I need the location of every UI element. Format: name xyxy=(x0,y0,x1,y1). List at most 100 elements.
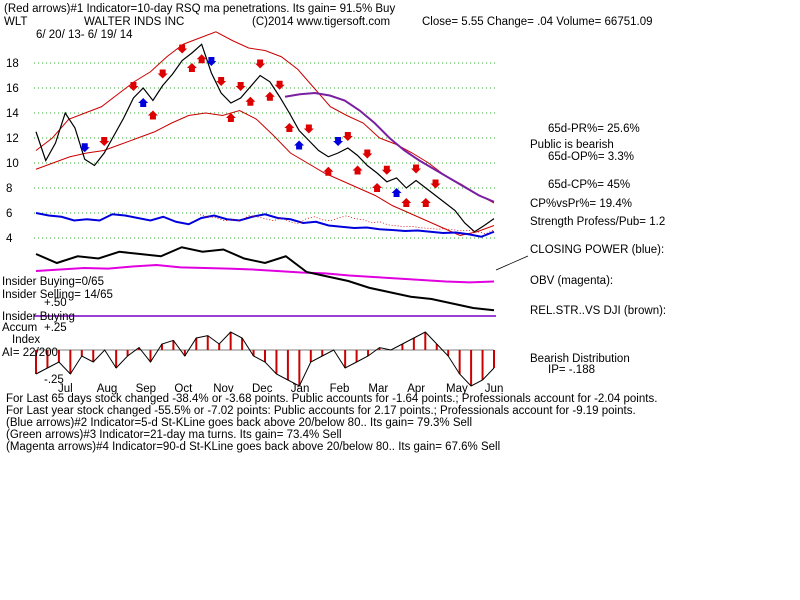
month-label: Aug xyxy=(97,383,117,395)
upper-band-line xyxy=(35,31,495,204)
red-buy-arrow xyxy=(225,113,236,122)
month-label: Apr xyxy=(407,383,425,395)
red-buy-arrow xyxy=(196,54,207,64)
footer-65day: For Last 65 days stock changed -38.4% or… xyxy=(6,393,657,405)
closing-power-pointer xyxy=(495,255,529,271)
index-label: Index xyxy=(12,334,40,346)
month-label: Jun xyxy=(485,383,504,395)
long-ma-line xyxy=(284,91,495,203)
red-buy-arrow xyxy=(284,123,295,132)
blue-buy-arrow xyxy=(294,140,305,150)
red-sell-arrow xyxy=(216,77,227,86)
blue-sell-arrow xyxy=(206,57,217,66)
red-buy-arrow xyxy=(147,110,158,120)
red-sell-arrow xyxy=(381,165,392,175)
red-sell-arrow xyxy=(411,164,422,174)
signal-arrows xyxy=(79,44,529,271)
date-range: 6/ 20/ 13- 6/ 19/ 14 xyxy=(36,29,133,41)
red-sell-arrow xyxy=(362,149,373,159)
red-sell-arrow xyxy=(177,44,188,54)
plus25-tick: +.25 xyxy=(44,322,67,334)
copyright: (C)2014 www.tigersoft.com xyxy=(252,16,390,28)
y-tick-label: 6 xyxy=(6,208,12,220)
month-label: May xyxy=(446,383,468,395)
insider-buying-label: Insider Buying xyxy=(2,311,75,323)
distribution-bars xyxy=(34,315,496,387)
public-label: Public is bearish xyxy=(530,139,614,151)
insider-buying-count: Insider Buying=0/65 xyxy=(2,276,104,288)
footer-green-arrows: (Green arrows)#3 Indicator=21-day ma tur… xyxy=(6,429,342,441)
footer-year: For Last year stock changed -55.5% or -7… xyxy=(6,405,636,417)
y-tick-label: 16 xyxy=(6,83,19,95)
closing-power-ma xyxy=(199,214,495,235)
rel-str-line xyxy=(35,246,495,312)
month-label: Jul xyxy=(58,383,73,395)
footer-magenta-arrows: (Magenta arrows)#4 Indicator=90-d St-KLi… xyxy=(6,441,500,453)
blue-sell-arrow xyxy=(79,143,90,153)
red-sell-arrow xyxy=(274,80,285,90)
month-label: Dec xyxy=(252,383,273,395)
red-sell-arrow xyxy=(157,69,168,79)
ip-label: IP= -.188 xyxy=(548,364,595,376)
plus50-tick: +.50 xyxy=(44,297,67,309)
red-buy-arrow xyxy=(264,91,275,101)
pr-label: 65d-PR%= 25.6% xyxy=(548,123,640,135)
y-tick-label: 14 xyxy=(6,108,19,120)
price-gridlines xyxy=(34,62,496,239)
header-indicator-line: (Red arrows)#1 Indicator=10-day RSQ ma p… xyxy=(4,3,395,15)
red-sell-arrow xyxy=(342,132,353,141)
red-sell-arrow xyxy=(128,82,139,91)
blue-buy-arrow xyxy=(138,98,149,107)
red-sell-arrow xyxy=(255,59,266,69)
red-buy-arrow xyxy=(245,96,256,106)
month-label: Feb xyxy=(330,383,350,395)
blue-buy-arrow xyxy=(391,188,402,197)
red-buy-arrow xyxy=(323,166,334,176)
red-sell-arrow xyxy=(430,179,441,189)
close-change-volume: Close= 5.55 Change= .04 Volume= 66751.09 xyxy=(422,16,653,28)
closing-power-line xyxy=(35,212,495,238)
red-buy-arrow xyxy=(420,198,431,207)
month-label: Oct xyxy=(174,383,193,395)
red-sell-arrow xyxy=(235,82,246,91)
accum-line xyxy=(35,331,495,387)
footer-blue-arrows: (Blue arrows)#2 Indicator=5-d St-KLine g… xyxy=(6,417,472,429)
ticker-symbol: WLT xyxy=(4,16,27,28)
y-tick-label: 18 xyxy=(6,58,19,70)
month-label: Sep xyxy=(136,383,156,395)
indicator-lines xyxy=(35,31,495,312)
obv-line xyxy=(35,263,495,284)
ai-label: AI= 22/200 xyxy=(2,347,58,359)
bearish-label: Bearish Distribution xyxy=(530,353,630,365)
y-tick-label: 8 xyxy=(6,183,12,195)
cp-label: 65d-CP%= 45% xyxy=(548,179,630,191)
red-buy-arrow xyxy=(186,63,197,72)
y-tick-label: 4 xyxy=(6,233,13,245)
obv-label: OBV (magenta): xyxy=(530,275,613,287)
closing-power-label: CLOSING POWER (blue): xyxy=(530,244,664,256)
red-buy-arrow xyxy=(372,183,383,192)
y-tick-label: 12 xyxy=(6,133,19,145)
lower-band-line xyxy=(35,109,495,237)
month-label: Nov xyxy=(213,383,234,395)
red-sell-arrow xyxy=(303,124,314,134)
company-name: WALTER INDS INC xyxy=(84,16,184,28)
relstr-label: REL.STR..VS DJI (brown): xyxy=(530,305,666,317)
minus25-tick: -.25 xyxy=(44,374,64,386)
cpvspr-label: CP%vsPr%= 19.4% xyxy=(530,198,632,210)
op-label: 65d-OP%= 3.3% xyxy=(548,151,634,163)
strength-label: Strength Profess/Pub= 1.2 xyxy=(530,216,665,228)
red-sell-arrow xyxy=(99,137,110,146)
red-buy-arrow xyxy=(352,165,363,175)
accum-label: Accum xyxy=(2,322,37,334)
insider-selling-count: Insider Selling= 14/65 xyxy=(2,289,113,301)
month-label: Mar xyxy=(368,383,388,395)
month-label: Jan xyxy=(291,383,310,395)
price-line xyxy=(35,43,495,233)
price-axis-ticks: 4 6 8 10 12 14 16 18 xyxy=(6,58,19,245)
month-axis-labels: Jul Aug Sep Oct Nov Dec Jan Feb Mar Apr May Jun xyxy=(58,383,503,395)
y-tick-label: 10 xyxy=(6,158,19,170)
red-buy-arrow xyxy=(401,198,412,207)
blue-sell-arrow xyxy=(333,137,344,146)
